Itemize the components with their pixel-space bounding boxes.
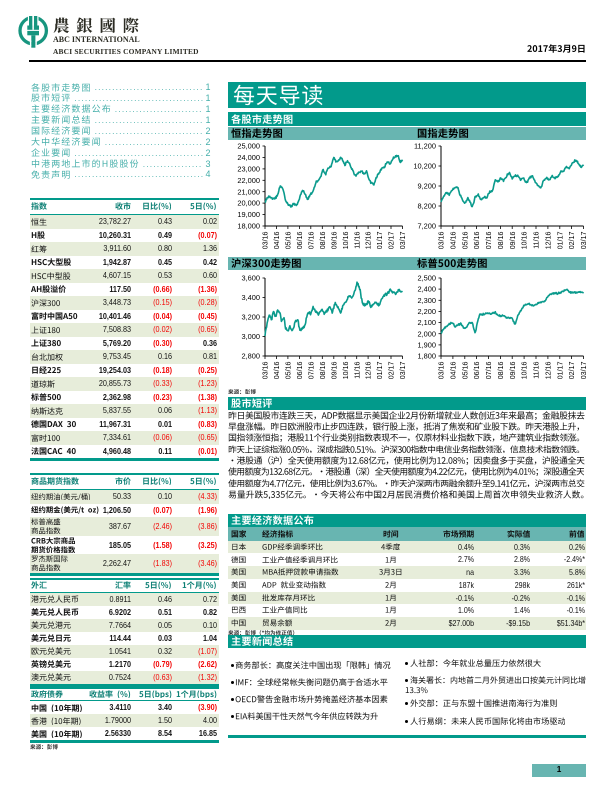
svg-text:2,200: 2,200 <box>418 307 437 316</box>
svg-text:18,000: 18,000 <box>237 222 260 231</box>
svg-text:04/16: 04/16 <box>273 231 281 249</box>
svg-text:04/16: 04/16 <box>450 361 458 379</box>
svg-text:21,000: 21,000 <box>237 187 260 196</box>
svg-text:1,900: 1,900 <box>418 340 437 349</box>
svg-text:08/16: 08/16 <box>497 361 505 379</box>
svg-text:06/16: 06/16 <box>296 231 304 249</box>
svg-text:2,400: 2,400 <box>418 284 437 293</box>
svg-text:01/17: 01/17 <box>376 361 384 379</box>
svg-text:08/16: 08/16 <box>318 231 326 249</box>
svg-text:12/16: 12/16 <box>364 231 372 249</box>
svg-text:20,000: 20,000 <box>237 199 260 208</box>
svg-text:3,600: 3,600 <box>241 273 260 282</box>
svg-text:06/16: 06/16 <box>473 231 481 249</box>
svg-text:07/16: 07/16 <box>485 231 493 249</box>
svg-text:11/16: 11/16 <box>353 361 361 378</box>
svg-text:2,500: 2,500 <box>418 273 437 282</box>
svg-text:11/16: 11/16 <box>533 361 541 378</box>
svg-text:22,000: 22,000 <box>237 176 260 185</box>
svg-text:24,000: 24,000 <box>237 153 260 162</box>
svg-text:02/17: 02/17 <box>387 361 395 379</box>
svg-text:2,300: 2,300 <box>418 295 437 304</box>
svg-text:10/16: 10/16 <box>521 361 529 379</box>
svg-text:12/16: 12/16 <box>545 361 553 379</box>
svg-text:2,100: 2,100 <box>418 318 437 327</box>
svg-text:3,000: 3,000 <box>241 332 260 341</box>
svg-text:12/16: 12/16 <box>545 231 553 249</box>
svg-text:05/16: 05/16 <box>284 231 292 249</box>
svg-text:07/16: 07/16 <box>307 361 315 379</box>
svg-text:05/16: 05/16 <box>284 361 292 379</box>
svg-text:23,000: 23,000 <box>237 165 260 174</box>
svg-text:2,800: 2,800 <box>241 351 260 360</box>
svg-text:3,200: 3,200 <box>241 312 260 321</box>
svg-text:01/17: 01/17 <box>556 361 564 379</box>
svg-text:9,200: 9,200 <box>418 182 437 191</box>
svg-text:03/17: 03/17 <box>580 361 587 379</box>
svg-text:01/17: 01/17 <box>376 231 384 249</box>
svg-text:11/16: 11/16 <box>353 231 361 248</box>
svg-text:8,200: 8,200 <box>418 202 437 211</box>
svg-text:11/16: 11/16 <box>533 231 541 248</box>
svg-text:03/17: 03/17 <box>580 231 587 249</box>
svg-text:09/16: 09/16 <box>330 231 338 249</box>
svg-text:03/16: 03/16 <box>438 231 446 249</box>
svg-text:04/16: 04/16 <box>273 361 281 379</box>
svg-text:03/16: 03/16 <box>261 231 269 249</box>
svg-text:05/16: 05/16 <box>461 361 469 379</box>
svg-text:02/17: 02/17 <box>568 361 576 379</box>
svg-text:10/16: 10/16 <box>341 231 349 249</box>
svg-text:1,800: 1,800 <box>418 351 437 360</box>
svg-text:03/17: 03/17 <box>399 231 407 249</box>
svg-text:08/16: 08/16 <box>318 361 326 379</box>
svg-text:02/17: 02/17 <box>568 231 576 249</box>
svg-text:3,400: 3,400 <box>241 293 260 302</box>
svg-text:09/16: 09/16 <box>330 361 338 379</box>
svg-text:07/16: 07/16 <box>485 361 493 379</box>
svg-text:06/16: 06/16 <box>473 361 481 379</box>
svg-text:03/16: 03/16 <box>438 361 446 379</box>
svg-text:03/17: 03/17 <box>399 361 407 379</box>
svg-text:03/16: 03/16 <box>261 361 269 379</box>
svg-text:19,000: 19,000 <box>237 210 260 219</box>
svg-text:08/16: 08/16 <box>497 231 505 249</box>
svg-text:01/17: 01/17 <box>556 231 564 249</box>
svg-text:06/16: 06/16 <box>296 361 304 379</box>
svg-text:2,000: 2,000 <box>418 329 437 338</box>
svg-text:04/16: 04/16 <box>450 231 458 249</box>
svg-text:7,200: 7,200 <box>418 222 437 231</box>
svg-text:10/16: 10/16 <box>341 361 349 379</box>
svg-text:12/16: 12/16 <box>364 361 372 379</box>
svg-text:25,000: 25,000 <box>237 142 260 151</box>
svg-text:10,200: 10,200 <box>413 162 436 171</box>
svg-text:11,200: 11,200 <box>414 142 436 151</box>
svg-text:10/16: 10/16 <box>521 231 529 249</box>
svg-text:07/16: 07/16 <box>307 231 315 249</box>
svg-text:09/16: 09/16 <box>509 361 517 379</box>
svg-text:05/16: 05/16 <box>461 231 469 249</box>
svg-text:09/16: 09/16 <box>509 231 517 249</box>
svg-text:02/17: 02/17 <box>387 231 395 249</box>
